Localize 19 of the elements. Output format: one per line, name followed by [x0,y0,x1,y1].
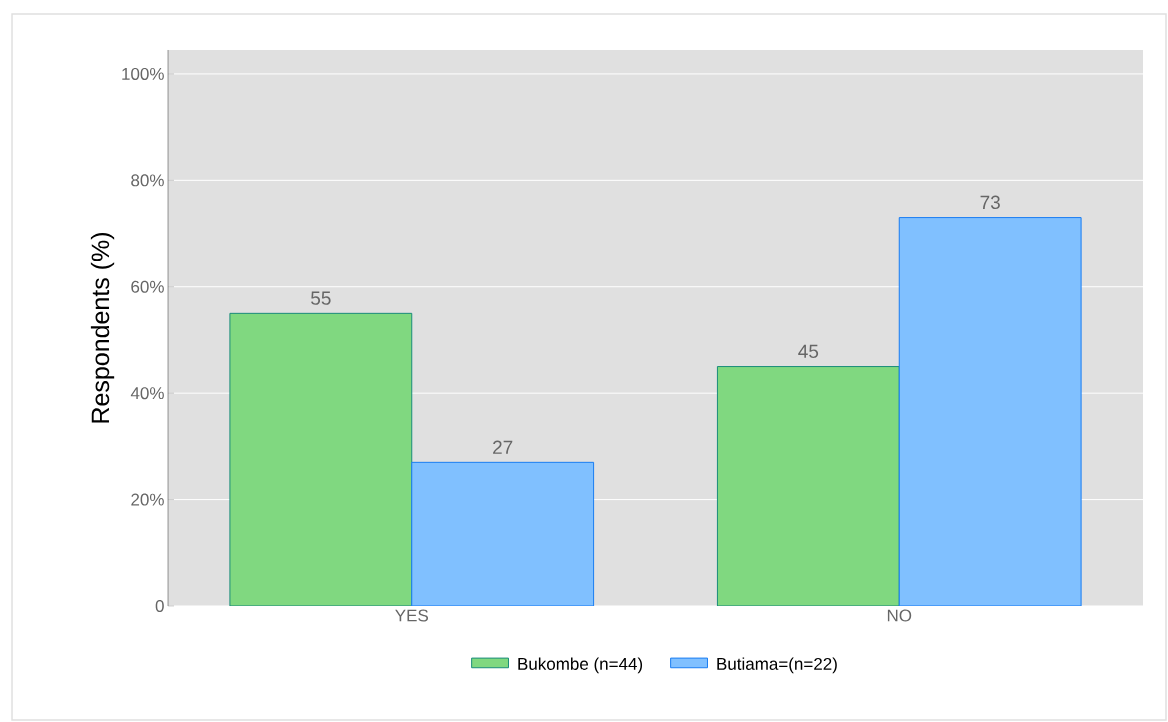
bar [716,366,900,606]
y-tick-label: 80% [131,174,164,187]
data-label: 27 [493,440,513,454]
data-label: 45 [798,344,819,359]
bar [898,217,1082,606]
x-tick-label: NO [887,609,912,622]
y-tick-label: 60% [131,280,164,293]
legend-label: Bukombe (n=44) [518,657,643,674]
x-tick-label: YES [395,609,428,622]
bar [229,312,413,606]
y-tick-label: 40% [130,387,164,400]
y-axis-title: Respondents (%) [90,233,115,423]
bar [411,461,595,606]
data-label: 73 [980,195,1000,210]
y-tick-label: 20% [131,493,164,506]
data-label: 55 [311,291,331,305]
y-tick-label: 0 [155,599,164,613]
y-tick-label: 100% [122,67,164,80]
legend-label: Butiama=(n=22) [717,657,837,674]
